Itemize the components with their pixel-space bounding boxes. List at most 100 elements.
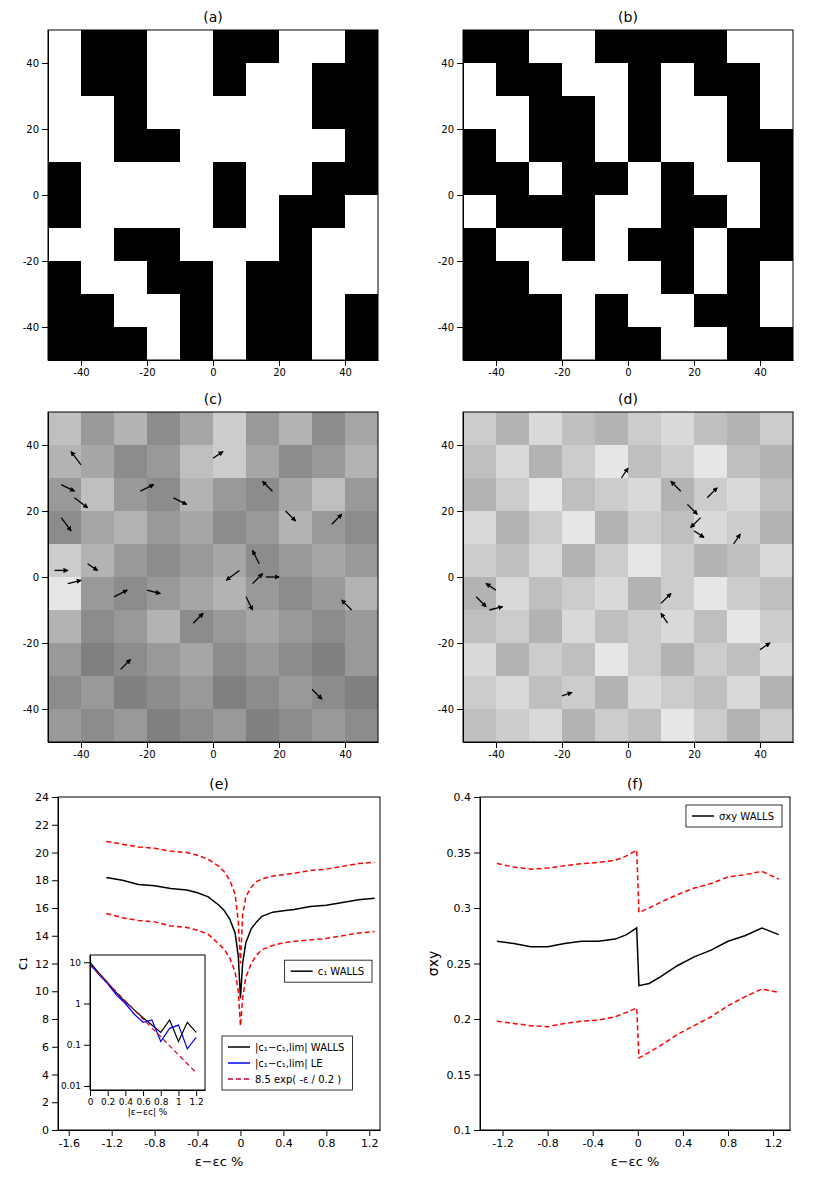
tick-label: 40: [26, 58, 39, 69]
tick: -20: [554, 742, 570, 760]
cell: [114, 30, 148, 64]
tick-mark: [147, 742, 148, 748]
tick-mark: [760, 360, 761, 366]
cell: [694, 544, 728, 578]
cell: [312, 261, 346, 295]
cell: [760, 412, 793, 446]
tick: 0.8: [318, 1130, 336, 1150]
tick-label: 0: [635, 1137, 642, 1150]
cell: [628, 96, 662, 130]
cell: [48, 577, 82, 611]
cell: [246, 195, 280, 229]
cell: [463, 412, 497, 446]
displacement-arrow: [140, 485, 153, 492]
tick: 20: [35, 847, 58, 860]
cell: [213, 228, 247, 262]
tick: 0: [33, 190, 48, 201]
tick: 0.4: [275, 1130, 293, 1150]
cell: [147, 577, 181, 611]
cell: [312, 294, 346, 328]
cell: [345, 228, 378, 262]
displacement-arrow: [74, 498, 87, 508]
tick: 0.2: [454, 1013, 481, 1026]
cell: [529, 610, 563, 644]
cell: [246, 412, 280, 446]
cell: [114, 610, 148, 644]
plot-area: [463, 412, 793, 742]
cell: [180, 261, 214, 295]
cell: [628, 412, 662, 446]
cell: [694, 709, 728, 742]
tick-mark: [52, 1019, 58, 1020]
tick-mark: [474, 853, 480, 854]
cell: [694, 30, 728, 64]
cell: [345, 544, 378, 578]
cell: [760, 294, 793, 328]
tick-label: -20: [438, 256, 454, 267]
cell: [529, 412, 563, 446]
cell: [345, 96, 378, 130]
cell: [496, 544, 530, 578]
tick-label: 24: [35, 791, 49, 804]
tick-label: 0: [42, 1124, 49, 1137]
cell: [180, 610, 214, 644]
cell: [661, 445, 695, 479]
axis-line: [463, 31, 464, 361]
cell: [48, 294, 82, 328]
cell: [760, 643, 793, 677]
cell: [312, 610, 346, 644]
cell: [279, 445, 313, 479]
cell: [312, 577, 346, 611]
cell: [312, 544, 346, 578]
tick-label: 12: [35, 958, 49, 971]
cell: [595, 412, 629, 446]
panel-title: (b): [618, 9, 638, 25]
cell: [529, 261, 563, 295]
panel: -1.6-1.2-0.8-0.400.40.81.202468101214161…: [14, 776, 381, 1169]
tick-mark: [628, 360, 629, 366]
legend-label: c₁ WALLS: [318, 966, 364, 977]
tick-mark: [112, 1130, 113, 1136]
cell: [661, 261, 695, 295]
tick-mark: [42, 511, 48, 512]
cell: [345, 63, 378, 97]
cell: [48, 195, 82, 229]
tick-label: 0: [625, 367, 631, 378]
cell: [628, 327, 662, 360]
cell: [628, 610, 662, 644]
plot-frame: [58, 797, 380, 1130]
cell: [279, 228, 313, 262]
tick-label: 0.01: [61, 1081, 81, 1091]
cell: [595, 129, 629, 163]
cell: [345, 709, 378, 742]
tick-label: 2: [42, 1096, 49, 1109]
cell: [114, 709, 148, 742]
tick: -20: [554, 360, 570, 378]
tick-label: 0.15: [447, 1069, 472, 1082]
tick-mark: [457, 709, 463, 710]
cell: [661, 577, 695, 611]
tick-mark: [562, 360, 563, 366]
y-axis-title: σxy: [425, 951, 441, 976]
tick-label: -40: [438, 704, 454, 715]
tick-label: -0.4: [582, 1137, 603, 1150]
tick: 20: [441, 506, 463, 517]
tick-mark: [694, 360, 695, 366]
cell: [48, 478, 82, 512]
cell: [246, 511, 280, 545]
cell: [345, 643, 378, 677]
panel: -1.2-0.8-0.400.40.81.20.10.150.20.250.30…: [425, 776, 791, 1169]
tick-label: -1.2: [492, 1137, 513, 1150]
cell: [727, 676, 761, 710]
displacement-arrow: [147, 590, 160, 593]
cell: [246, 709, 280, 742]
axis-line: [480, 798, 481, 1131]
series-line: [90, 965, 196, 1073]
tick-label: 0: [237, 1137, 244, 1150]
cell: [628, 577, 662, 611]
cell: [114, 195, 148, 229]
tick: -20: [139, 742, 155, 760]
tick: 0.35: [447, 847, 481, 860]
x-axis-title: ε−εc %: [611, 1154, 660, 1169]
cell: [213, 511, 247, 545]
